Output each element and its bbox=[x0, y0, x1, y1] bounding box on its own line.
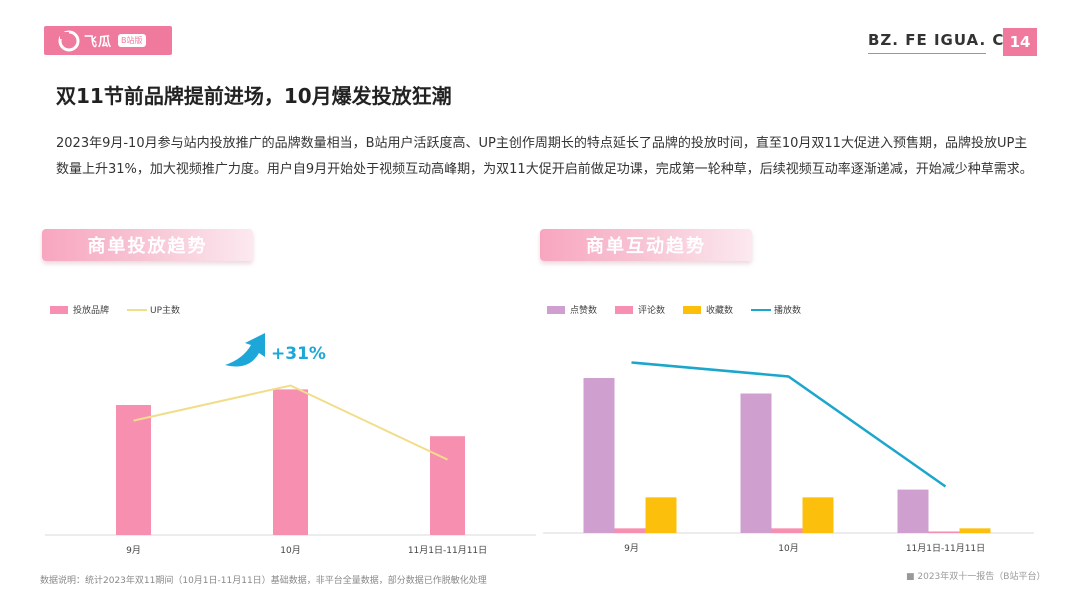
site-url[interactable]: BZ. FE IGUA. CN bbox=[868, 31, 1018, 49]
section-title-left: 商单投放趋势 bbox=[42, 229, 253, 261]
page-title: 双11节前品牌提前进场，10月爆发投放狂潮 bbox=[56, 84, 452, 108]
logo-text: 飞瓜 bbox=[84, 35, 113, 50]
bar-投放品牌-1 bbox=[273, 389, 308, 535]
legend-label-播放数: 播放数 bbox=[774, 304, 801, 316]
tick-label-0: 9月 bbox=[624, 543, 639, 554]
section-title-right: 商单互动趋势 bbox=[540, 229, 752, 261]
bar-投放品牌-2 bbox=[430, 436, 465, 535]
page-description: 2023年9月-10月参与站内投放推广的品牌数量相当，B站用户活跃度高、UP主创… bbox=[56, 136, 1033, 177]
footnote: 数据说明：统计2023年双11期间（10月1日-11月11日）基础数据，非平台全… bbox=[40, 576, 487, 586]
brand-logo: 飞瓜 B站版 bbox=[44, 26, 172, 55]
line-UP主数 bbox=[133, 384, 448, 461]
bar-评论数-1 bbox=[771, 528, 803, 533]
logo-badge: B站版 bbox=[118, 34, 146, 47]
site-underline bbox=[868, 53, 986, 54]
growth-arrow-icon bbox=[225, 333, 265, 367]
bar-评论数-0 bbox=[614, 528, 646, 533]
bar-收藏数-1 bbox=[802, 497, 834, 533]
legend-label-投放品牌: 投放品牌 bbox=[73, 304, 109, 316]
legend-swatch-点赞数 bbox=[547, 306, 565, 314]
bar-投放品牌-0 bbox=[116, 405, 151, 535]
line-播放数 bbox=[631, 361, 947, 488]
annotation-growth: +31% bbox=[271, 344, 326, 364]
tick-label-0: 9月 bbox=[126, 545, 141, 556]
legend-swatch-评论数 bbox=[615, 306, 633, 314]
legend-label-评论数: 评论数 bbox=[638, 304, 665, 316]
bar-收藏数-2 bbox=[959, 528, 991, 533]
bar-收藏数-0 bbox=[645, 497, 677, 533]
tick-label-2: 11月1日-11月11日 bbox=[408, 545, 487, 556]
tick-label-1: 10月 bbox=[280, 545, 300, 556]
legend-swatch-收藏数 bbox=[683, 306, 701, 314]
bar-点赞数-1 bbox=[740, 393, 772, 533]
page-number: 14 bbox=[1003, 28, 1037, 56]
tick-label-1: 10月 bbox=[778, 543, 798, 554]
bar-点赞数-0 bbox=[583, 378, 615, 533]
bar-评论数-2 bbox=[928, 531, 960, 533]
tick-label-2: 11月1日-11月11日 bbox=[906, 543, 985, 554]
brand-note: ■ 2023年双十一报告（B站平台） bbox=[906, 572, 1046, 582]
legend-label-收藏数: 收藏数 bbox=[706, 304, 733, 316]
bar-点赞数-2 bbox=[897, 489, 929, 533]
legend-swatch-投放品牌 bbox=[50, 306, 68, 314]
legend-label-点赞数: 点赞数 bbox=[570, 304, 597, 316]
legend-label-UP主数: UP主数 bbox=[150, 304, 180, 316]
logo-smile-icon bbox=[58, 30, 80, 51]
